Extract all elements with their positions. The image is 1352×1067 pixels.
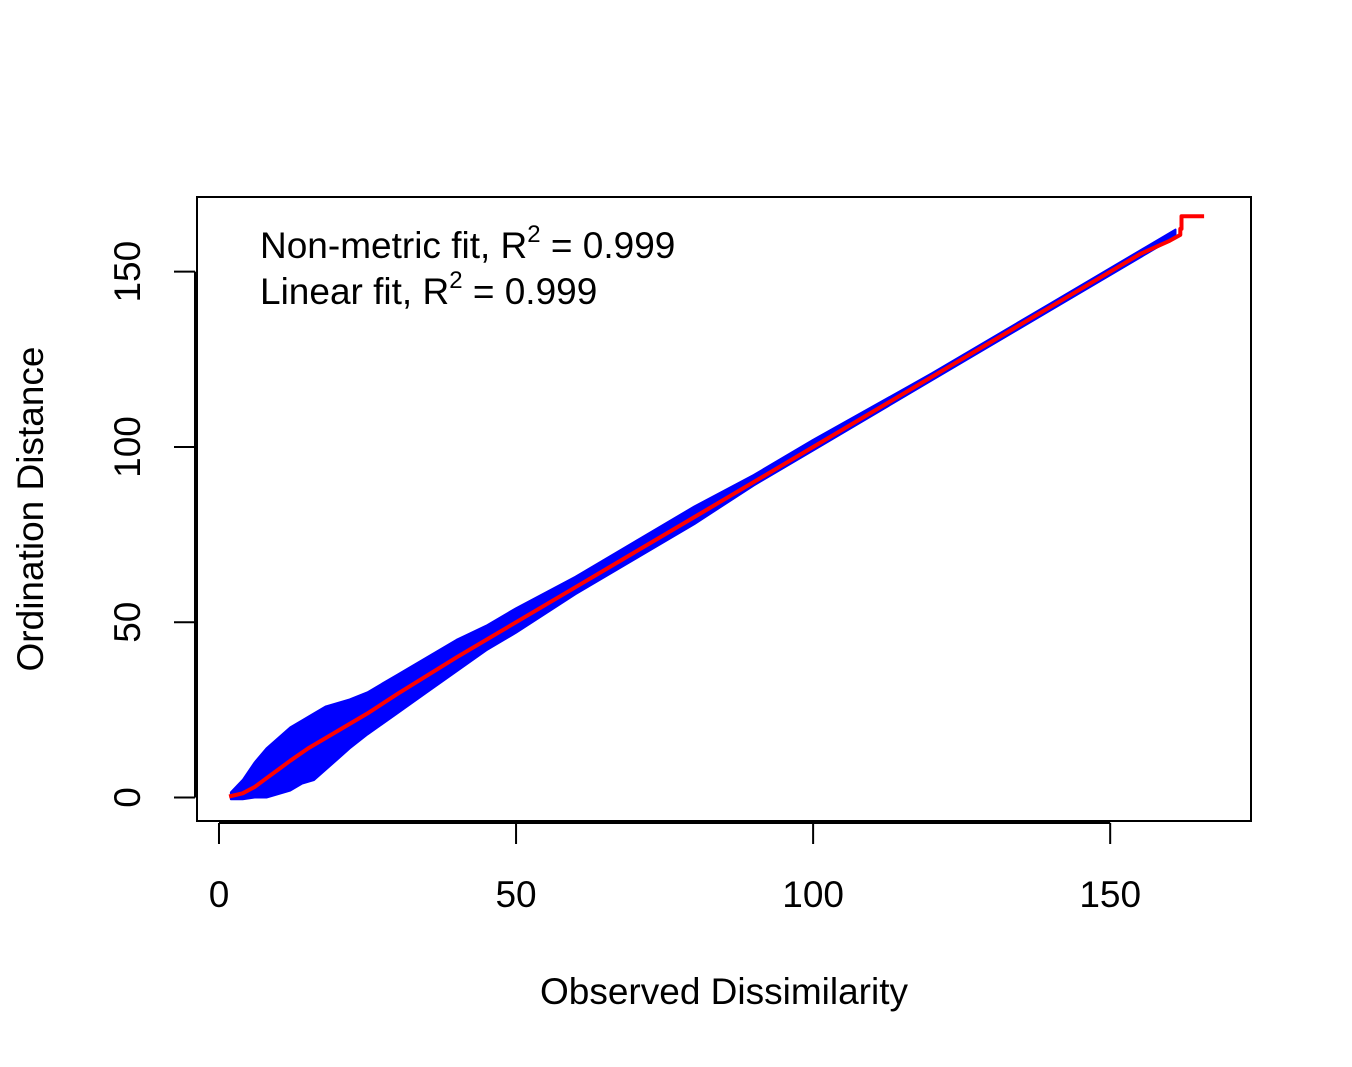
annotation-linear-sup: 2 <box>449 267 462 294</box>
x-axis-label: Observed Dissimilarity <box>540 971 909 1012</box>
annotation-linear-suffix: = 0.999 <box>463 271 598 312</box>
x-axis: 0 50 100 150 <box>209 822 1141 915</box>
y-tick-label: 100 <box>107 416 148 478</box>
y-tick-label: 150 <box>107 241 148 303</box>
plot-frame <box>196 196 1252 822</box>
x-tick-label: 150 <box>1079 874 1141 915</box>
fit-line-layer <box>228 214 1205 799</box>
y-axis-label: Ordination Distance <box>10 347 51 672</box>
y-tick-label: 50 <box>107 602 148 643</box>
fit-line <box>228 214 1205 799</box>
y-axis: 0 50 100 150 <box>107 241 196 808</box>
annotation-nonmetric-sup: 2 <box>527 221 540 248</box>
y-tick-label: 0 <box>107 787 148 808</box>
x-tick-label: 100 <box>782 874 844 915</box>
x-tick-label: 0 <box>209 874 230 915</box>
annotation-nonmetric-prefix: Non-metric fit, R <box>260 225 527 266</box>
annotation-linear-prefix: Linear fit, R <box>260 271 449 312</box>
annotation-linear-fit: Linear fit, R2 = 0.999 <box>260 267 597 312</box>
annotation-nonmetric-fit: Non-metric fit, R2 = 0.999 <box>260 221 675 266</box>
annotation-nonmetric-suffix: = 0.999 <box>541 225 676 266</box>
x-tick-label: 50 <box>495 874 536 915</box>
